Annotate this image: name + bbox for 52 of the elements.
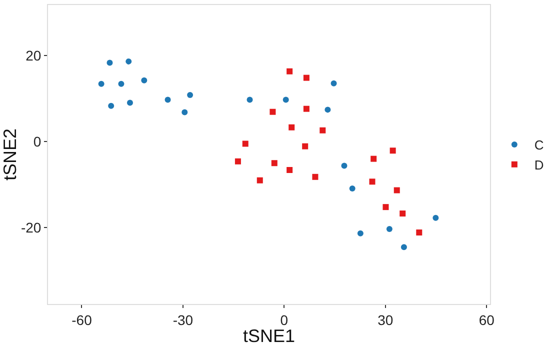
point (312, 174, 318, 180)
point (187, 92, 194, 98)
point (400, 244, 407, 250)
x-tick-label: 60 (478, 312, 495, 328)
point (349, 186, 356, 192)
x-tick-label: -30 (172, 312, 194, 328)
y-axis-title: tSNE2 (0, 128, 20, 181)
y-tick-label: 0 (33, 133, 42, 150)
y-tick-label: -20 (20, 220, 42, 236)
point (416, 229, 422, 236)
point (341, 162, 348, 169)
point (357, 230, 364, 236)
point (369, 178, 376, 185)
point (286, 167, 293, 174)
point (303, 74, 310, 81)
point (320, 127, 326, 134)
point (394, 187, 400, 194)
point (98, 80, 104, 87)
point (400, 210, 406, 217)
point (270, 108, 276, 115)
legend-label: D (534, 157, 544, 172)
y-tick-label: 20 (26, 47, 42, 64)
point (386, 226, 392, 232)
point (164, 96, 171, 103)
point (382, 204, 389, 210)
x-tick-label: 30 (378, 312, 394, 328)
point (370, 156, 377, 162)
point (234, 158, 241, 164)
point (432, 214, 439, 221)
point (246, 96, 253, 103)
point (302, 143, 308, 150)
point (126, 58, 132, 64)
legend-label: C (534, 138, 544, 153)
point (141, 77, 148, 84)
point (126, 100, 133, 106)
point (108, 102, 114, 109)
point (286, 68, 293, 74)
point (390, 148, 396, 154)
point (324, 106, 331, 113)
point (288, 124, 295, 130)
point (330, 80, 337, 86)
point (256, 177, 263, 184)
point (242, 140, 248, 147)
point (271, 160, 278, 166)
x-tick-label: 0 (280, 312, 288, 328)
point (106, 60, 113, 66)
point (118, 80, 124, 87)
x-tick-label: -60 (72, 312, 92, 328)
point (182, 109, 188, 116)
point (282, 96, 289, 103)
x-axis-title: tSNE1 (242, 326, 296, 346)
point (303, 106, 310, 112)
